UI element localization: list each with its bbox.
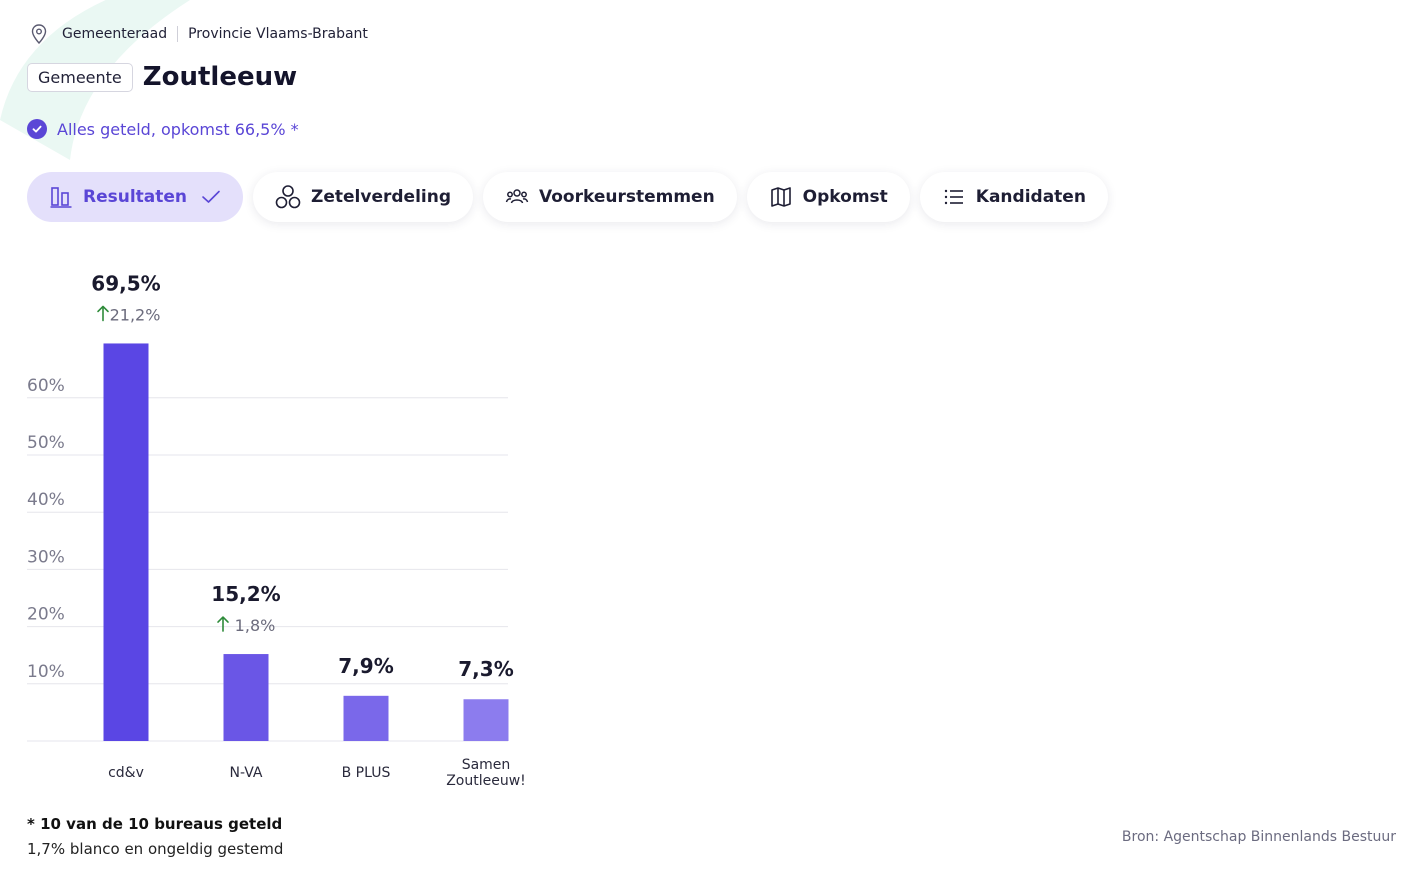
- category-label: Zoutleeuw!: [446, 773, 526, 789]
- results-bar-chart: 10% 20% 30% 40% 50% 60% 69,5% 21,2% cd&v 15,2% 1,8…: [27, 271, 526, 789]
- breadcrumb-level[interactable]: Gemeenteraad: [62, 26, 168, 42]
- category-label: cd&v: [108, 765, 144, 781]
- breadcrumb: Gemeenteraad Provincie Vlaams-Brabant: [30, 22, 368, 46]
- checkmark-circle-icon: [27, 119, 47, 139]
- page-title: Zoutleeuw: [142, 62, 298, 92]
- status-text: Alles geteld, opkomst 66,5% *: [57, 119, 299, 139]
- bureaus-counted-note: * 10 van de 10 bureaus geteld: [27, 815, 283, 833]
- value-label: 69,5%: [91, 271, 160, 295]
- tab-label: Voorkeurstemmen: [539, 187, 715, 207]
- tab-label: Kandidaten: [975, 187, 1086, 207]
- breadcrumb-region[interactable]: Provincie Vlaams-Brabant: [188, 26, 368, 42]
- tab-kandidaten[interactable]: Kandidaten: [919, 172, 1108, 222]
- y-tick-label: 30%: [27, 547, 65, 567]
- tab-label: Opkomst: [802, 187, 888, 207]
- value-label: 7,9%: [338, 654, 393, 678]
- tab-resultaten[interactable]: Resultaten: [27, 172, 244, 222]
- arrow-up-icon: [217, 616, 229, 632]
- tab-zetelverdeling[interactable]: Zetelverdeling: [253, 172, 473, 222]
- value-label: 15,2%: [211, 582, 280, 606]
- category-label: B PLUS: [342, 765, 391, 781]
- category-label: Samen: [462, 757, 511, 773]
- map-icon: [769, 185, 793, 209]
- people-icon: [505, 185, 529, 209]
- bar-chart-icon: [49, 185, 73, 209]
- location-pin-icon: [30, 23, 48, 45]
- change-label: 1,8%: [235, 616, 276, 635]
- breadcrumb-separator: [177, 26, 179, 42]
- y-tick-label: 40%: [27, 490, 65, 510]
- tab-voorkeurstemmen[interactable]: Voorkeurstemmen: [483, 172, 737, 222]
- bar: [223, 654, 269, 741]
- y-tick-label: 20%: [27, 605, 65, 625]
- tab-label: Resultaten: [83, 187, 188, 207]
- bar: [103, 343, 149, 741]
- municipality-badge: Gemeente: [27, 62, 133, 92]
- list-icon: [942, 185, 966, 209]
- tab-bar: Resultaten Zetelverdeling Voorkeurstemme…: [27, 172, 1118, 222]
- page-header: Gemeente Zoutleeuw: [27, 62, 297, 92]
- bar: [343, 695, 389, 741]
- circles-icon: [275, 184, 301, 210]
- value-label: 7,3%: [458, 657, 513, 681]
- blank-votes-note: 1,7% blanco en ongeldig gestemd: [27, 840, 284, 858]
- y-tick-label: 50%: [27, 433, 65, 453]
- category-label: N-VA: [230, 765, 263, 781]
- y-tick-label: 60%: [27, 376, 65, 396]
- tab-label: Zetelverdeling: [311, 187, 451, 207]
- change-label: 21,2%: [110, 305, 161, 324]
- arrow-up-icon: [97, 305, 109, 322]
- check-icon: [201, 189, 221, 205]
- source-note: Bron: Agentschap Binnenlands Bestuur: [1121, 829, 1396, 845]
- y-tick-label: 10%: [27, 662, 65, 682]
- count-status: Alles geteld, opkomst 66,5% *: [27, 119, 299, 139]
- bar: [463, 699, 509, 741]
- tab-opkomst[interactable]: Opkomst: [746, 172, 910, 222]
